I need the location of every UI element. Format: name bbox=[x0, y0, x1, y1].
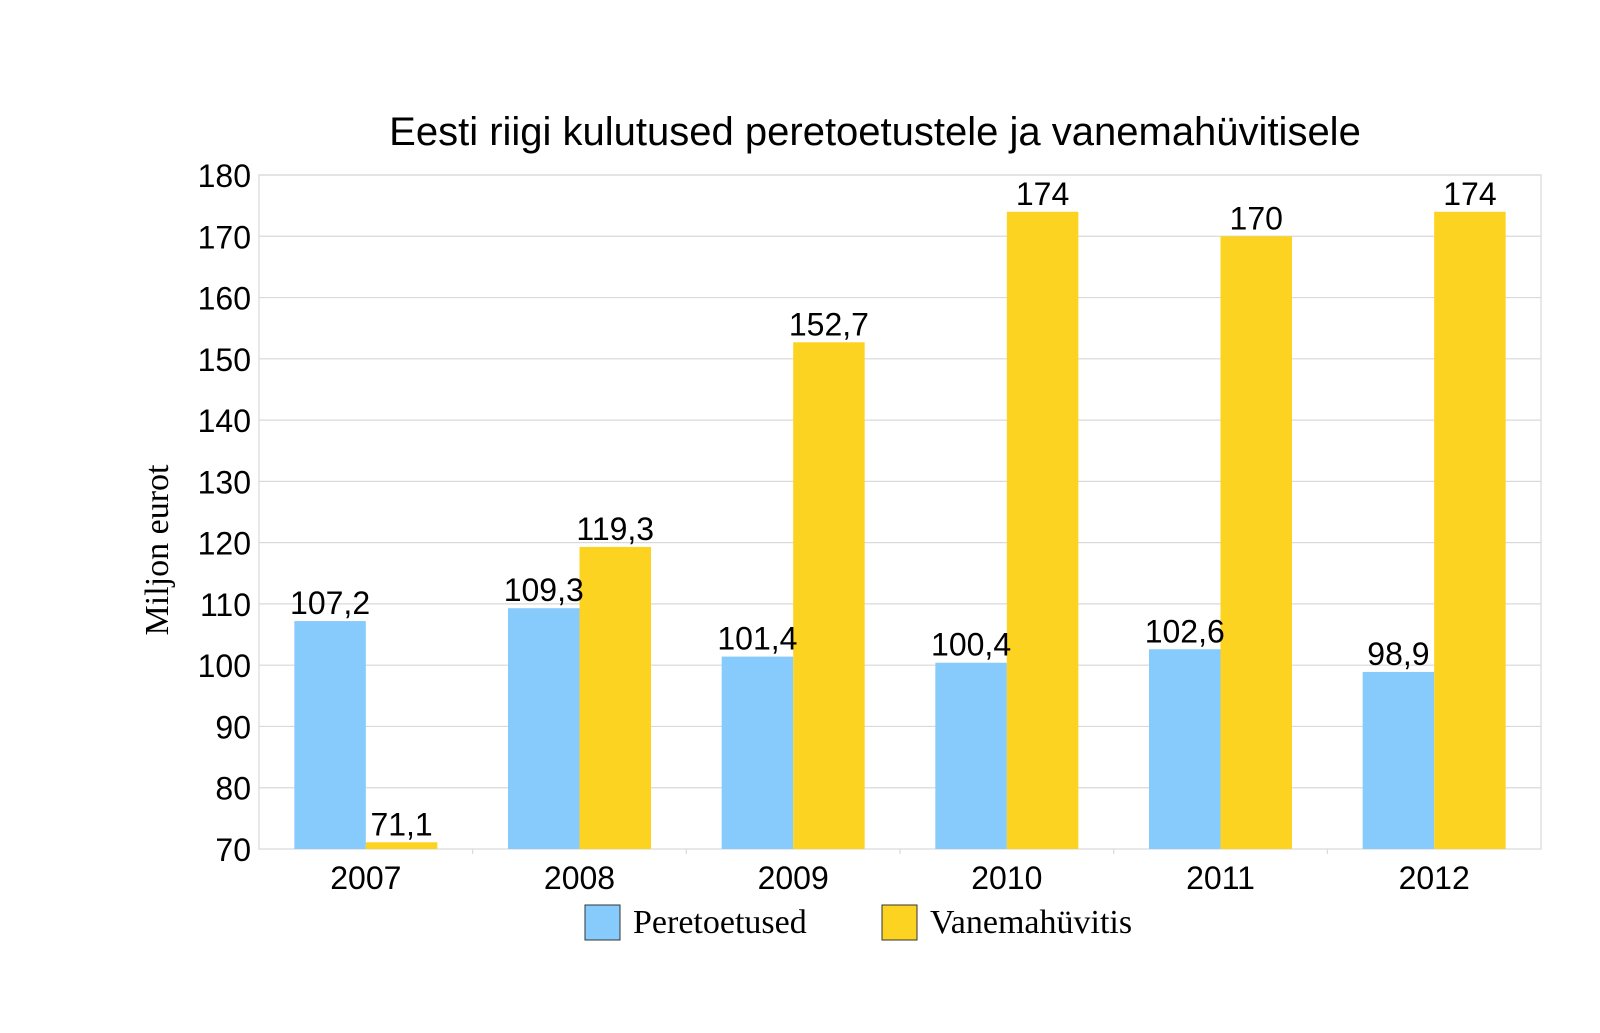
y-tick-label: 140 bbox=[198, 403, 251, 439]
y-axis-ticks: 70 80 90 100 110 120 130 140 150 160 170 180 bbox=[198, 158, 251, 868]
bar-vanemahuvitis bbox=[1434, 211, 1506, 849]
x-tick-label: 2009 bbox=[758, 860, 829, 896]
chart-title: Eesti riigi kulutused peretoetustele ja … bbox=[389, 110, 1361, 154]
legend-swatch bbox=[584, 904, 621, 941]
y-axis-label: Miljon eurot bbox=[139, 464, 176, 635]
y-tick-label: 150 bbox=[198, 342, 251, 378]
y-tick-label: 90 bbox=[215, 709, 251, 745]
y-tick-label: 70 bbox=[215, 832, 251, 868]
data-label: 71,1 bbox=[370, 806, 432, 842]
data-label: 109,3 bbox=[504, 572, 584, 608]
y-tick-label: 160 bbox=[198, 281, 251, 317]
y-tick-label: 110 bbox=[200, 587, 251, 623]
plot-area bbox=[258, 174, 1542, 850]
x-axis-ticks: 2007 2008 2009 2010 2011 2012 bbox=[330, 849, 1470, 896]
legend: Peretoetused Vanemahüvitis bbox=[584, 904, 1132, 941]
bar-vanemahuvitis bbox=[365, 842, 438, 849]
y-tick-label: 170 bbox=[198, 219, 251, 255]
x-tick-label: 2011 bbox=[1186, 860, 1255, 896]
y-tick-label: 80 bbox=[215, 771, 251, 807]
bar-peretoetused bbox=[1149, 649, 1221, 849]
x-tick-label: 2007 bbox=[330, 860, 401, 896]
bar-labels: 107,2 71,1 109,3 119,3 101,4 152,7 100,4 174 102… bbox=[290, 176, 1497, 842]
data-label: 170 bbox=[1230, 200, 1283, 236]
legend-label: Vanemahüvitis bbox=[930, 904, 1132, 941]
bar-peretoetused bbox=[935, 662, 1007, 849]
data-label: 102,6 bbox=[1145, 613, 1225, 649]
bar-vanemahuvitis bbox=[1220, 236, 1292, 850]
legend-label: Peretoetused bbox=[633, 904, 807, 941]
data-label: 174 bbox=[1016, 176, 1069, 212]
data-label: 107,2 bbox=[290, 585, 370, 621]
gridlines bbox=[259, 174, 1541, 789]
bar-vanemahuvitis bbox=[1006, 211, 1079, 849]
data-label: 174 bbox=[1443, 176, 1496, 212]
plot-frame bbox=[258, 174, 1542, 850]
bar-peretoetused bbox=[1362, 671, 1435, 849]
data-label: 152,7 bbox=[789, 306, 869, 342]
y-tick-label: 120 bbox=[198, 526, 251, 562]
bar-vanemahuvitis bbox=[793, 342, 865, 849]
bar-peretoetused bbox=[294, 621, 366, 849]
data-label: 100,4 bbox=[931, 627, 1011, 663]
y-tick-label: 180 bbox=[198, 158, 251, 194]
data-label: 98,9 bbox=[1367, 636, 1429, 672]
bar-peretoetused bbox=[721, 656, 794, 849]
bar-vanemahuvitis bbox=[579, 546, 651, 849]
x-tick-label: 2012 bbox=[1399, 860, 1470, 896]
y-tick-label: 130 bbox=[198, 464, 251, 500]
y-tick-label: 100 bbox=[198, 648, 251, 684]
bar-peretoetused bbox=[508, 608, 580, 849]
bars bbox=[294, 211, 1506, 850]
data-label: 119,3 bbox=[576, 511, 654, 547]
data-label: 101,4 bbox=[717, 621, 797, 657]
legend-swatch bbox=[881, 904, 918, 941]
x-tick-label: 2008 bbox=[544, 860, 615, 896]
x-tick-label: 2010 bbox=[971, 860, 1042, 896]
